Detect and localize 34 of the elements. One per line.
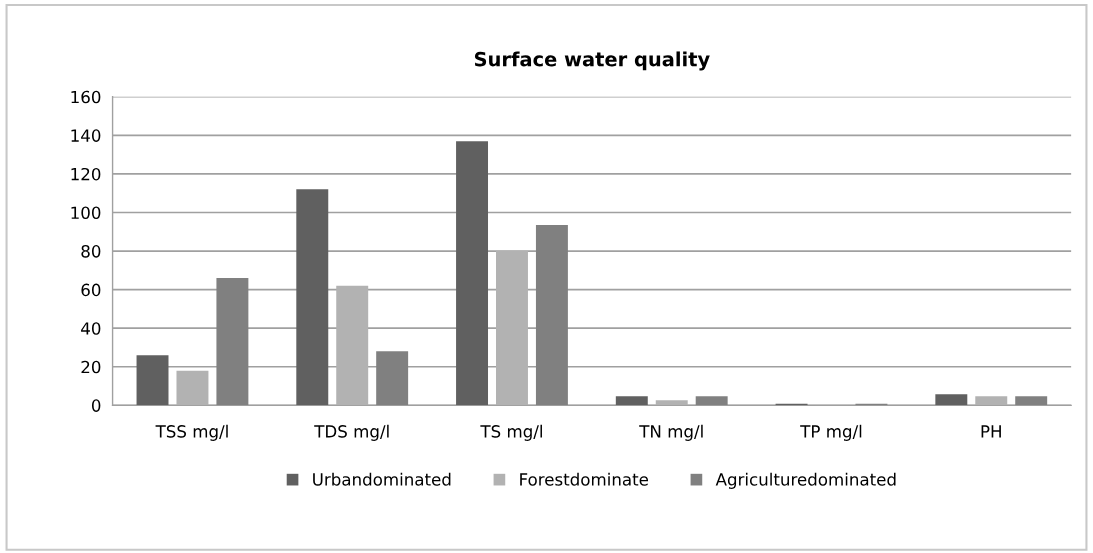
y-tick-label: 20 (81, 360, 101, 374)
bar (535, 225, 568, 406)
x-tick-label: PH (981, 425, 1001, 438)
bar (975, 396, 1008, 406)
x-tick-label: TP mg/l (800, 424, 862, 441)
bar (496, 251, 528, 406)
x-tick-label: TS mg/l (480, 424, 542, 441)
bar (615, 396, 648, 406)
bar (935, 394, 968, 406)
bar (695, 396, 728, 406)
bar (1015, 396, 1048, 406)
y-tick-label: 120 (71, 167, 101, 181)
y-tick-label: 140 (71, 129, 101, 142)
x-tick-label: TN mg/l (639, 424, 703, 441)
bar (456, 141, 489, 406)
y-tick-label: 160 (71, 90, 101, 104)
y-tick-label: 60 (81, 283, 101, 297)
bar (376, 351, 409, 406)
bar (336, 285, 369, 406)
x-tick-label: TDS mg/l (314, 424, 389, 441)
y-tick-label: 80 (81, 245, 101, 258)
legend-label: Agriculturedominated (715, 472, 896, 489)
bar (655, 400, 688, 406)
y-tick-label: 100 (71, 206, 101, 220)
y-tick-label: 40 (81, 322, 101, 335)
legend-label: Urbandominated (313, 472, 451, 486)
x-tick-label: TSS mg/l (155, 424, 228, 441)
bar (296, 189, 329, 406)
y-tick-label: 0 (91, 399, 101, 412)
bar (216, 278, 249, 406)
bar (176, 370, 209, 406)
chart-title: Surface water quality (474, 51, 710, 71)
bar (136, 355, 169, 406)
legend-label: Forestdominate (520, 472, 649, 486)
